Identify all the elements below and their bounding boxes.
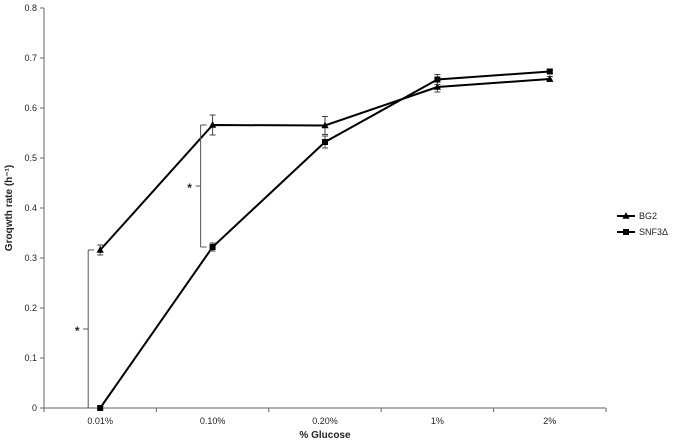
data-point-square bbox=[322, 139, 328, 145]
data-point-square bbox=[97, 405, 104, 411]
data-point-square bbox=[546, 68, 553, 75]
x-tick-label: 2% bbox=[543, 416, 556, 426]
x-tick-label: 0.01% bbox=[87, 416, 113, 426]
legend-marker-triangle bbox=[622, 212, 630, 219]
y-tick-label: 0.6 bbox=[24, 103, 37, 113]
x-tick-label: 1% bbox=[431, 416, 444, 426]
x-axis-title: % Glucose bbox=[299, 430, 351, 441]
y-tick-label: 0.5 bbox=[24, 153, 37, 163]
y-tick-label: 0.1 bbox=[24, 353, 37, 363]
significance-star: * bbox=[75, 324, 80, 338]
data-point-square bbox=[209, 244, 216, 250]
data-point-triangle bbox=[209, 121, 217, 128]
series-line-triangle bbox=[99, 78, 550, 251]
legend-label: BG2 bbox=[639, 211, 657, 221]
x-tick-label: 0.20% bbox=[312, 416, 338, 426]
data-point-triangle bbox=[321, 121, 329, 129]
data-point-triangle bbox=[546, 75, 554, 82]
y-tick-label: 0.3 bbox=[24, 253, 37, 263]
x-tick-label: 0.10% bbox=[200, 416, 226, 426]
y-tick-label: 0.8 bbox=[24, 3, 37, 13]
y-tick-label: 0.4 bbox=[24, 203, 37, 213]
y-axis-title: Groqwth rate (h⁻¹) bbox=[4, 165, 15, 251]
legend-marker-square bbox=[623, 229, 629, 235]
data-point-triangle bbox=[433, 83, 441, 90]
y-tick-label: 0.2 bbox=[24, 303, 37, 313]
y-tick-label: 0.7 bbox=[24, 53, 37, 63]
y-tick-label: 0 bbox=[32, 403, 37, 413]
legend-label: SNF3Δ bbox=[639, 227, 668, 237]
data-point-square bbox=[434, 76, 441, 83]
data-point-triangle bbox=[96, 246, 104, 253]
significance-star: * bbox=[187, 181, 192, 195]
